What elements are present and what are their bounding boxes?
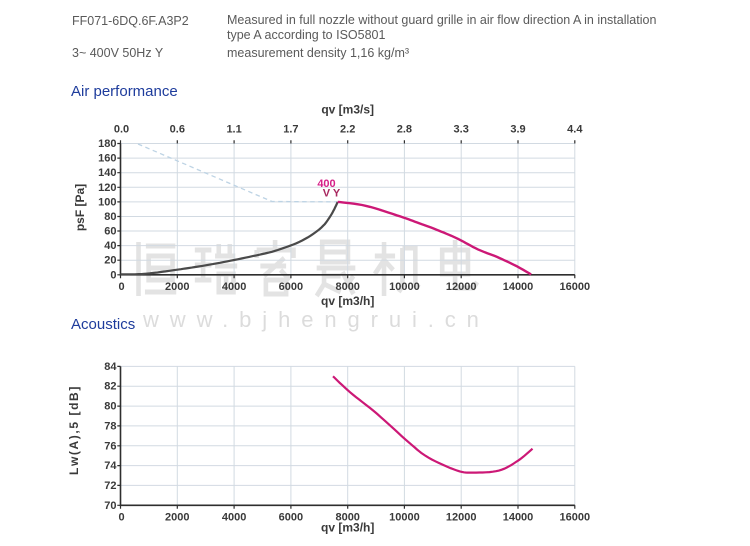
- svg-text:Lw(A),5 [dB]: Lw(A),5 [dB]: [67, 385, 81, 475]
- svg-text:qv [m3/s]: qv [m3/s]: [321, 103, 374, 117]
- svg-text:qv [m3/h]: qv [m3/h]: [321, 521, 374, 535]
- svg-text:14000: 14000: [503, 512, 534, 524]
- svg-text:12000: 12000: [446, 512, 477, 524]
- svg-text:160: 160: [98, 153, 116, 165]
- svg-text:76: 76: [104, 440, 116, 452]
- svg-text:80: 80: [104, 211, 116, 223]
- svg-text:16000: 16000: [560, 281, 591, 293]
- svg-text:4000: 4000: [222, 281, 246, 293]
- svg-text:Air performance: Air performance: [71, 83, 178, 100]
- svg-text:8000: 8000: [335, 512, 359, 524]
- svg-text:14000: 14000: [503, 281, 534, 293]
- svg-text:20: 20: [104, 255, 116, 267]
- svg-text:Measured in full nozzle withou: Measured in full nozzle without guard gr…: [227, 13, 656, 27]
- svg-text:2000: 2000: [165, 512, 189, 524]
- svg-text:Acoustics: Acoustics: [71, 316, 135, 333]
- svg-text:0.0: 0.0: [114, 123, 129, 135]
- svg-text:FF071-6DQ.6F.A3P2: FF071-6DQ.6F.A3P2: [72, 14, 189, 28]
- svg-text:140: 140: [98, 167, 116, 179]
- svg-text:0: 0: [118, 512, 124, 524]
- svg-text:2.8: 2.8: [397, 123, 412, 135]
- svg-text:0: 0: [110, 269, 116, 281]
- svg-text:82: 82: [104, 381, 116, 393]
- svg-text:84: 84: [104, 361, 117, 373]
- svg-text:120: 120: [98, 182, 116, 194]
- svg-text:40: 40: [104, 240, 116, 252]
- svg-text:psF [Pa]: psF [Pa]: [73, 184, 87, 231]
- svg-text:60: 60: [104, 226, 116, 238]
- svg-text:0: 0: [118, 281, 124, 293]
- svg-text:1.7: 1.7: [283, 123, 298, 135]
- svg-text:0.6: 0.6: [170, 123, 185, 135]
- svg-text:measurement density 1,16 kg/m³: measurement density 1,16 kg/m³: [227, 46, 409, 60]
- svg-text:qv [m3/h]: qv [m3/h]: [321, 294, 374, 308]
- svg-text:10000: 10000: [389, 281, 420, 293]
- svg-text:72: 72: [104, 480, 116, 492]
- svg-text:2000: 2000: [165, 281, 189, 293]
- svg-text:2.2: 2.2: [340, 123, 355, 135]
- svg-text:3~ 400V 50Hz Y: 3~ 400V 50Hz Y: [72, 46, 164, 60]
- svg-text:V Y: V Y: [323, 188, 341, 200]
- svg-text:6000: 6000: [279, 281, 303, 293]
- svg-text:12000: 12000: [446, 281, 477, 293]
- svg-text:www.bjhengrui.cn: www.bjhengrui.cn: [142, 307, 490, 332]
- svg-text:8000: 8000: [335, 281, 359, 293]
- svg-text:80: 80: [104, 401, 116, 413]
- svg-text:3.3: 3.3: [454, 123, 469, 135]
- svg-text:type A according to ISO5801: type A according to ISO5801: [227, 28, 385, 42]
- svg-text:180: 180: [98, 138, 116, 150]
- svg-text:4.4: 4.4: [567, 123, 583, 135]
- svg-text:1.1: 1.1: [226, 123, 241, 135]
- svg-text:6000: 6000: [279, 512, 303, 524]
- svg-text:4000: 4000: [222, 512, 246, 524]
- svg-text:70: 70: [104, 500, 116, 512]
- svg-text:16000: 16000: [560, 512, 591, 524]
- svg-text:3.9: 3.9: [510, 123, 525, 135]
- svg-text:78: 78: [104, 420, 116, 432]
- svg-text:400: 400: [317, 178, 335, 190]
- svg-text:100: 100: [98, 196, 116, 208]
- svg-text:74: 74: [104, 460, 117, 472]
- svg-text:10000: 10000: [389, 512, 420, 524]
